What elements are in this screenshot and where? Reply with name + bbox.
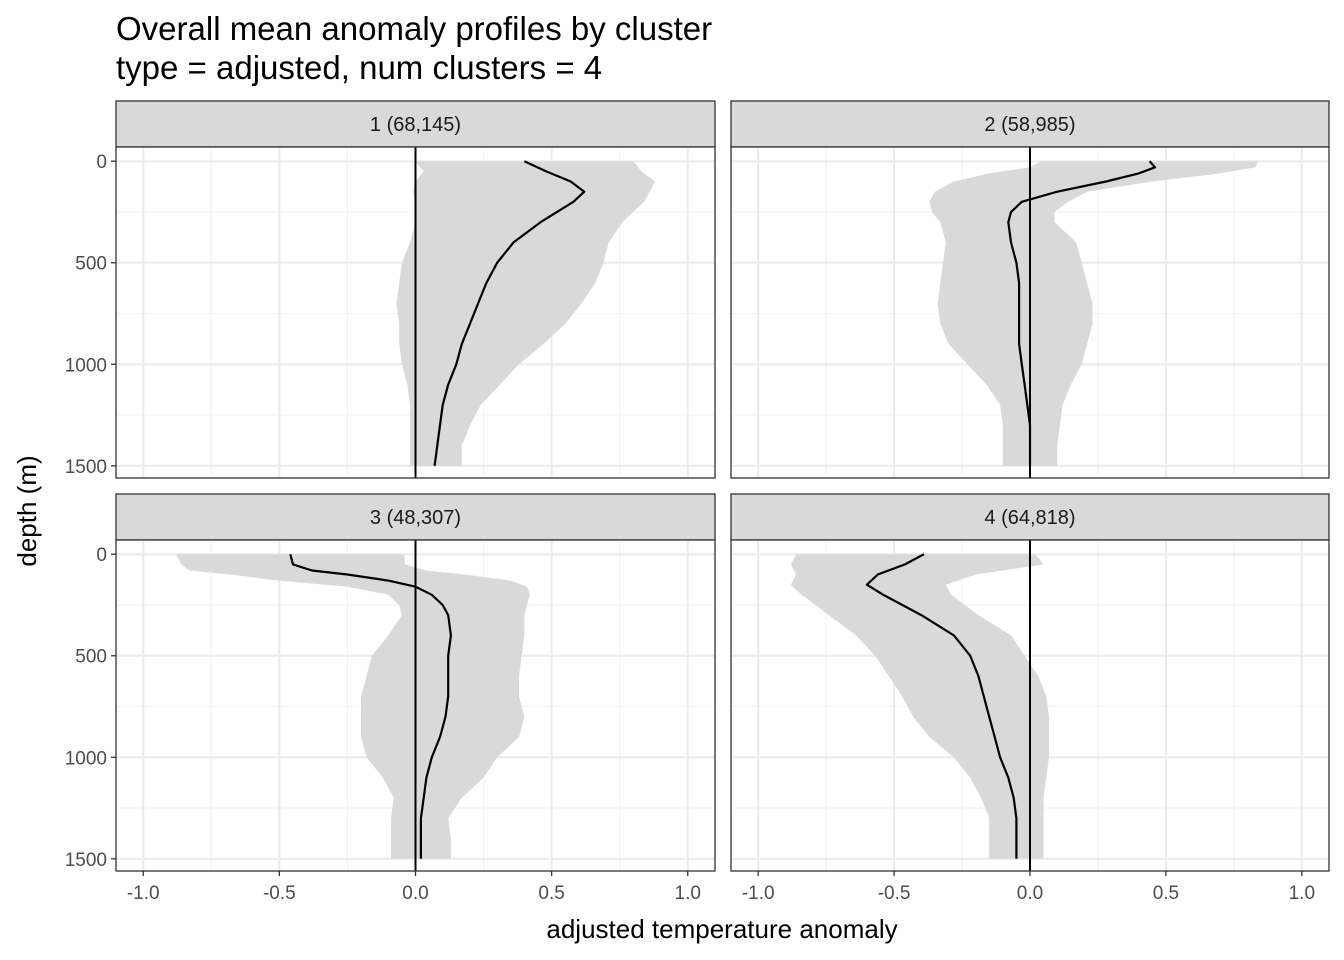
facet-panels: 1 (68,145) 0 500 1000 1500 2 (58,985) 3 (48,30… <box>65 100 1330 904</box>
y-tick-label: 1500 <box>65 850 107 871</box>
facet-strip <box>115 493 716 541</box>
y-tick-label: 0 <box>96 545 107 566</box>
mean-profile-line <box>433 160 586 466</box>
facet-panel-4: 4 (64,818) -1.0 -0.5 0.0 0.5 1.0 <box>730 493 1330 904</box>
panel-border <box>115 146 716 479</box>
x-axis-title: adjusted temperature anomaly <box>546 914 897 944</box>
confidence-ribbon <box>175 554 530 859</box>
mean-profile-line <box>865 553 1018 859</box>
x-tick-label: 1.0 <box>1289 883 1315 904</box>
x-tick-label: 1.0 <box>675 883 701 904</box>
x-tick-label: -1.0 <box>127 883 160 904</box>
y-tick-label: 500 <box>75 254 107 275</box>
facet-panel-3: 3 (48,307) 0 500 1000 1500 -1.0 -0.5 0.0 0.5 1.0 <box>65 493 716 904</box>
facet-strip <box>115 100 716 148</box>
x-tick-label: 0.5 <box>538 883 564 904</box>
mean-profile-line <box>1007 160 1157 466</box>
x-tick-label: -1.0 <box>742 883 775 904</box>
facet-strip-label: 2 (58,985) <box>984 114 1075 136</box>
y-tick-label: 500 <box>75 647 107 668</box>
y-tick-label: 0 <box>96 152 107 173</box>
y-axis-title: depth (m) <box>12 455 42 566</box>
mean-profile-line <box>289 553 452 859</box>
x-tick-label: -0.5 <box>878 883 911 904</box>
facet-panel-1: 1 (68,145) 0 500 1000 1500 <box>65 100 716 479</box>
x-tick-label: 0.0 <box>402 883 428 904</box>
facet-panel-2: 2 (58,985) <box>730 100 1330 479</box>
x-tick-label: 0.5 <box>1153 883 1179 904</box>
chart-subtitle: type = adjusted, num clusters = 4 <box>116 49 602 86</box>
confidence-ribbon <box>790 554 1049 859</box>
facet-strip-label: 3 (48,307) <box>370 507 461 529</box>
confidence-ribbon <box>396 161 656 466</box>
facet-strip <box>730 100 1330 148</box>
facet-strip-label: 4 (64,818) <box>984 507 1075 529</box>
facet-strip-label: 1 (68,145) <box>370 114 461 136</box>
facet-strip <box>730 493 1330 541</box>
chart-title: Overall mean anomaly profiles by cluster <box>116 10 712 47</box>
x-tick-label: 0.0 <box>1017 883 1043 904</box>
y-tick-label: 1500 <box>65 457 107 478</box>
x-tick-label: -0.5 <box>263 883 296 904</box>
confidence-ribbon <box>929 161 1259 466</box>
y-tick-label: 1000 <box>65 748 107 769</box>
y-tick-label: 1000 <box>65 355 107 376</box>
panel-border <box>730 146 1330 479</box>
